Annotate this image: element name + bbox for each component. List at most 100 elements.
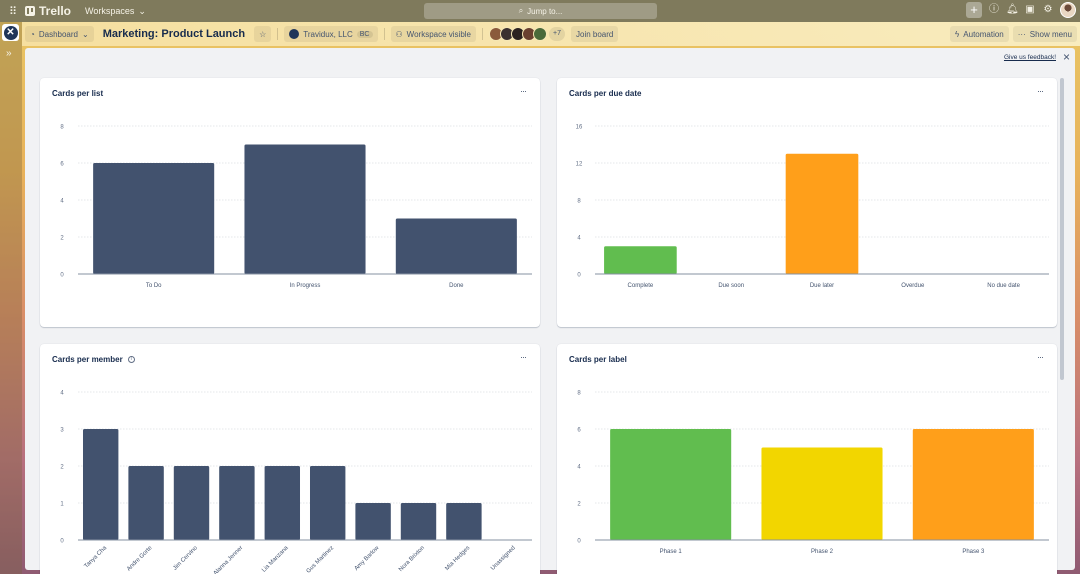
visibility-button[interactable]: ⚇ Workspace visible xyxy=(390,26,476,42)
app-name: Trello xyxy=(39,4,72,18)
chart-card-cards-per-label: Cards per label ··· 0 2 4 6 8 Phase 1 Phase 2 P… xyxy=(557,344,1057,574)
svg-text:Unassigned: Unassigned xyxy=(490,545,517,572)
svg-text:Tanya Cha: Tanya Cha xyxy=(84,545,109,570)
chart-title: Cards per due date xyxy=(569,89,642,98)
bar[interactable] xyxy=(264,466,301,540)
bar[interactable] xyxy=(610,429,732,540)
svg-text:Andre Gorte: Andre Gorte xyxy=(126,545,154,573)
bar[interactable] xyxy=(395,218,517,275)
bar[interactable] xyxy=(128,466,164,540)
expand-sidebar-icon[interactable]: » xyxy=(6,48,12,59)
chart-menu-button[interactable]: ··· xyxy=(520,86,527,96)
join-board-button[interactable]: Join board xyxy=(571,26,619,42)
view-switcher-button[interactable]: ◔ Dashboard ⌄ xyxy=(25,26,94,42)
chevron-down-icon: ⌄ xyxy=(138,5,146,16)
chart-menu-button[interactable]: ··· xyxy=(1037,86,1044,96)
ellipsis-icon: ··· xyxy=(1017,29,1026,39)
star-button[interactable]: ☆ xyxy=(254,26,272,42)
svg-text:Jim Cervino: Jim Cervino xyxy=(172,545,199,572)
svg-text:4: 4 xyxy=(60,391,64,397)
svg-text:12: 12 xyxy=(576,162,583,168)
user-avatar[interactable] xyxy=(1060,2,1076,18)
search-icon: ⌕ xyxy=(518,6,524,15)
chart-title: Cards per member xyxy=(52,355,123,364)
divider xyxy=(482,28,483,40)
divider xyxy=(383,28,385,40)
workspaces-label: Workspaces xyxy=(85,6,135,16)
workspace-org-icon xyxy=(289,29,300,39)
svg-text:Gus Martinez: Gus Martinez xyxy=(306,545,335,574)
chevron-down-icon: ⌄ xyxy=(81,29,89,39)
bar[interactable] xyxy=(219,466,255,540)
svg-text:4: 4 xyxy=(60,199,64,205)
chart-card-cards-per-due-date: Cards per due date ··· 0 4 8 12 16 Complete Du… xyxy=(557,78,1057,327)
close-icon[interactable]: × xyxy=(1062,50,1070,64)
workspace-button[interactable]: Travidux, LLC BC xyxy=(284,26,378,42)
svg-text:8: 8 xyxy=(577,199,581,205)
info-icon[interactable]: i xyxy=(127,356,135,363)
workspace-sidebar-collapsed: ✕ » xyxy=(0,22,22,574)
svg-text:8: 8 xyxy=(60,125,64,131)
bar[interactable] xyxy=(173,466,210,540)
bar[interactable] xyxy=(400,503,437,540)
workspace-logo[interactable]: ✕ xyxy=(2,24,19,41)
svg-text:0: 0 xyxy=(577,539,581,545)
lightning-icon: ϟ xyxy=(955,29,960,39)
bar[interactable] xyxy=(244,144,366,275)
automation-label: Automation xyxy=(963,29,1004,39)
create-button[interactable]: + xyxy=(966,2,982,18)
svg-text:0: 0 xyxy=(60,539,64,545)
svg-text:Overdue: Overdue xyxy=(901,283,925,289)
gear-icon[interactable]: ⚙ xyxy=(1043,4,1053,15)
chart-card-cards-per-list: Cards per list ··· 0 2 4 6 8 To Do In Progress… xyxy=(40,78,540,327)
svg-text:4: 4 xyxy=(577,465,581,471)
chart-menu-button[interactable]: ··· xyxy=(520,352,527,362)
bar-chart-cards-per-member: 0 1 2 3 4 Tanya Cha Andre Gorte Jim Cervino Alan… xyxy=(60,391,532,574)
workspace-badge: BC xyxy=(356,30,373,38)
dashboard-icon: ◔ xyxy=(30,29,35,39)
bar[interactable] xyxy=(82,429,119,540)
svg-text:Phase 2: Phase 2 xyxy=(811,549,834,555)
chart-title-row: Cards per member i xyxy=(52,355,135,364)
svg-text:Alanna Jenner: Alanna Jenner xyxy=(213,545,245,574)
bar[interactable] xyxy=(785,153,859,274)
show-menu-button[interactable]: ··· Show menu xyxy=(1012,26,1077,42)
bar[interactable] xyxy=(309,466,346,540)
jump-to-search[interactable]: ⌕ Jump to... xyxy=(424,3,657,19)
svg-text:Phase 3: Phase 3 xyxy=(962,549,985,555)
show-menu-label: Show menu xyxy=(1029,29,1072,39)
apps-grid-icon[interactable]: ⠿ xyxy=(8,5,18,18)
star-icon: ☆ xyxy=(259,29,267,39)
svg-text:In Progress: In Progress xyxy=(290,283,321,289)
automation-button[interactable]: ϟ Automation xyxy=(950,26,1009,42)
info-icon[interactable]: ⓘ xyxy=(989,4,999,15)
chart-card-cards-per-member: Cards per member i ··· 0 1 2 3 4 Tanya Cha And… xyxy=(40,344,540,574)
svg-text:4: 4 xyxy=(577,236,581,242)
more-members-badge[interactable]: +7 xyxy=(549,27,565,41)
svg-text:To Do: To Do xyxy=(146,283,162,289)
bar[interactable] xyxy=(604,246,677,274)
trello-logo[interactable]: Trello xyxy=(25,4,71,18)
svg-text:3: 3 xyxy=(60,428,64,434)
svg-text:2: 2 xyxy=(60,236,64,242)
dashboard-scrollbar[interactable] xyxy=(1060,78,1064,380)
bell-icon[interactable]: 🔔︎ xyxy=(1006,4,1019,15)
board-header: ◔ Dashboard ⌄ Marketing: Product Launch … xyxy=(22,22,1080,46)
svg-text:0: 0 xyxy=(60,273,64,279)
divider xyxy=(277,28,279,40)
bar[interactable] xyxy=(446,503,482,540)
chart-menu-button[interactable]: ··· xyxy=(1037,352,1044,362)
chart-title: Cards per list xyxy=(52,89,104,98)
board-members[interactable]: +7 xyxy=(489,27,565,41)
bar[interactable] xyxy=(912,429,1034,540)
svg-text:Nora Brixton: Nora Brixton xyxy=(398,545,426,573)
member-avatar[interactable] xyxy=(533,27,547,41)
bar-chart-cards-per-due-date: 0 4 8 12 16 Complete Due soon Due later Overdue N… xyxy=(576,125,1049,289)
bar[interactable] xyxy=(93,163,215,274)
bar[interactable] xyxy=(761,447,883,541)
workspaces-menu[interactable]: Workspaces ⌄ xyxy=(81,4,150,19)
board-title[interactable]: Marketing: Product Launch xyxy=(102,28,246,40)
bar[interactable] xyxy=(355,503,391,540)
feedback-link[interactable]: Give us feedback! xyxy=(1003,54,1056,61)
megaphone-icon[interactable]: ▣ xyxy=(1025,4,1035,15)
